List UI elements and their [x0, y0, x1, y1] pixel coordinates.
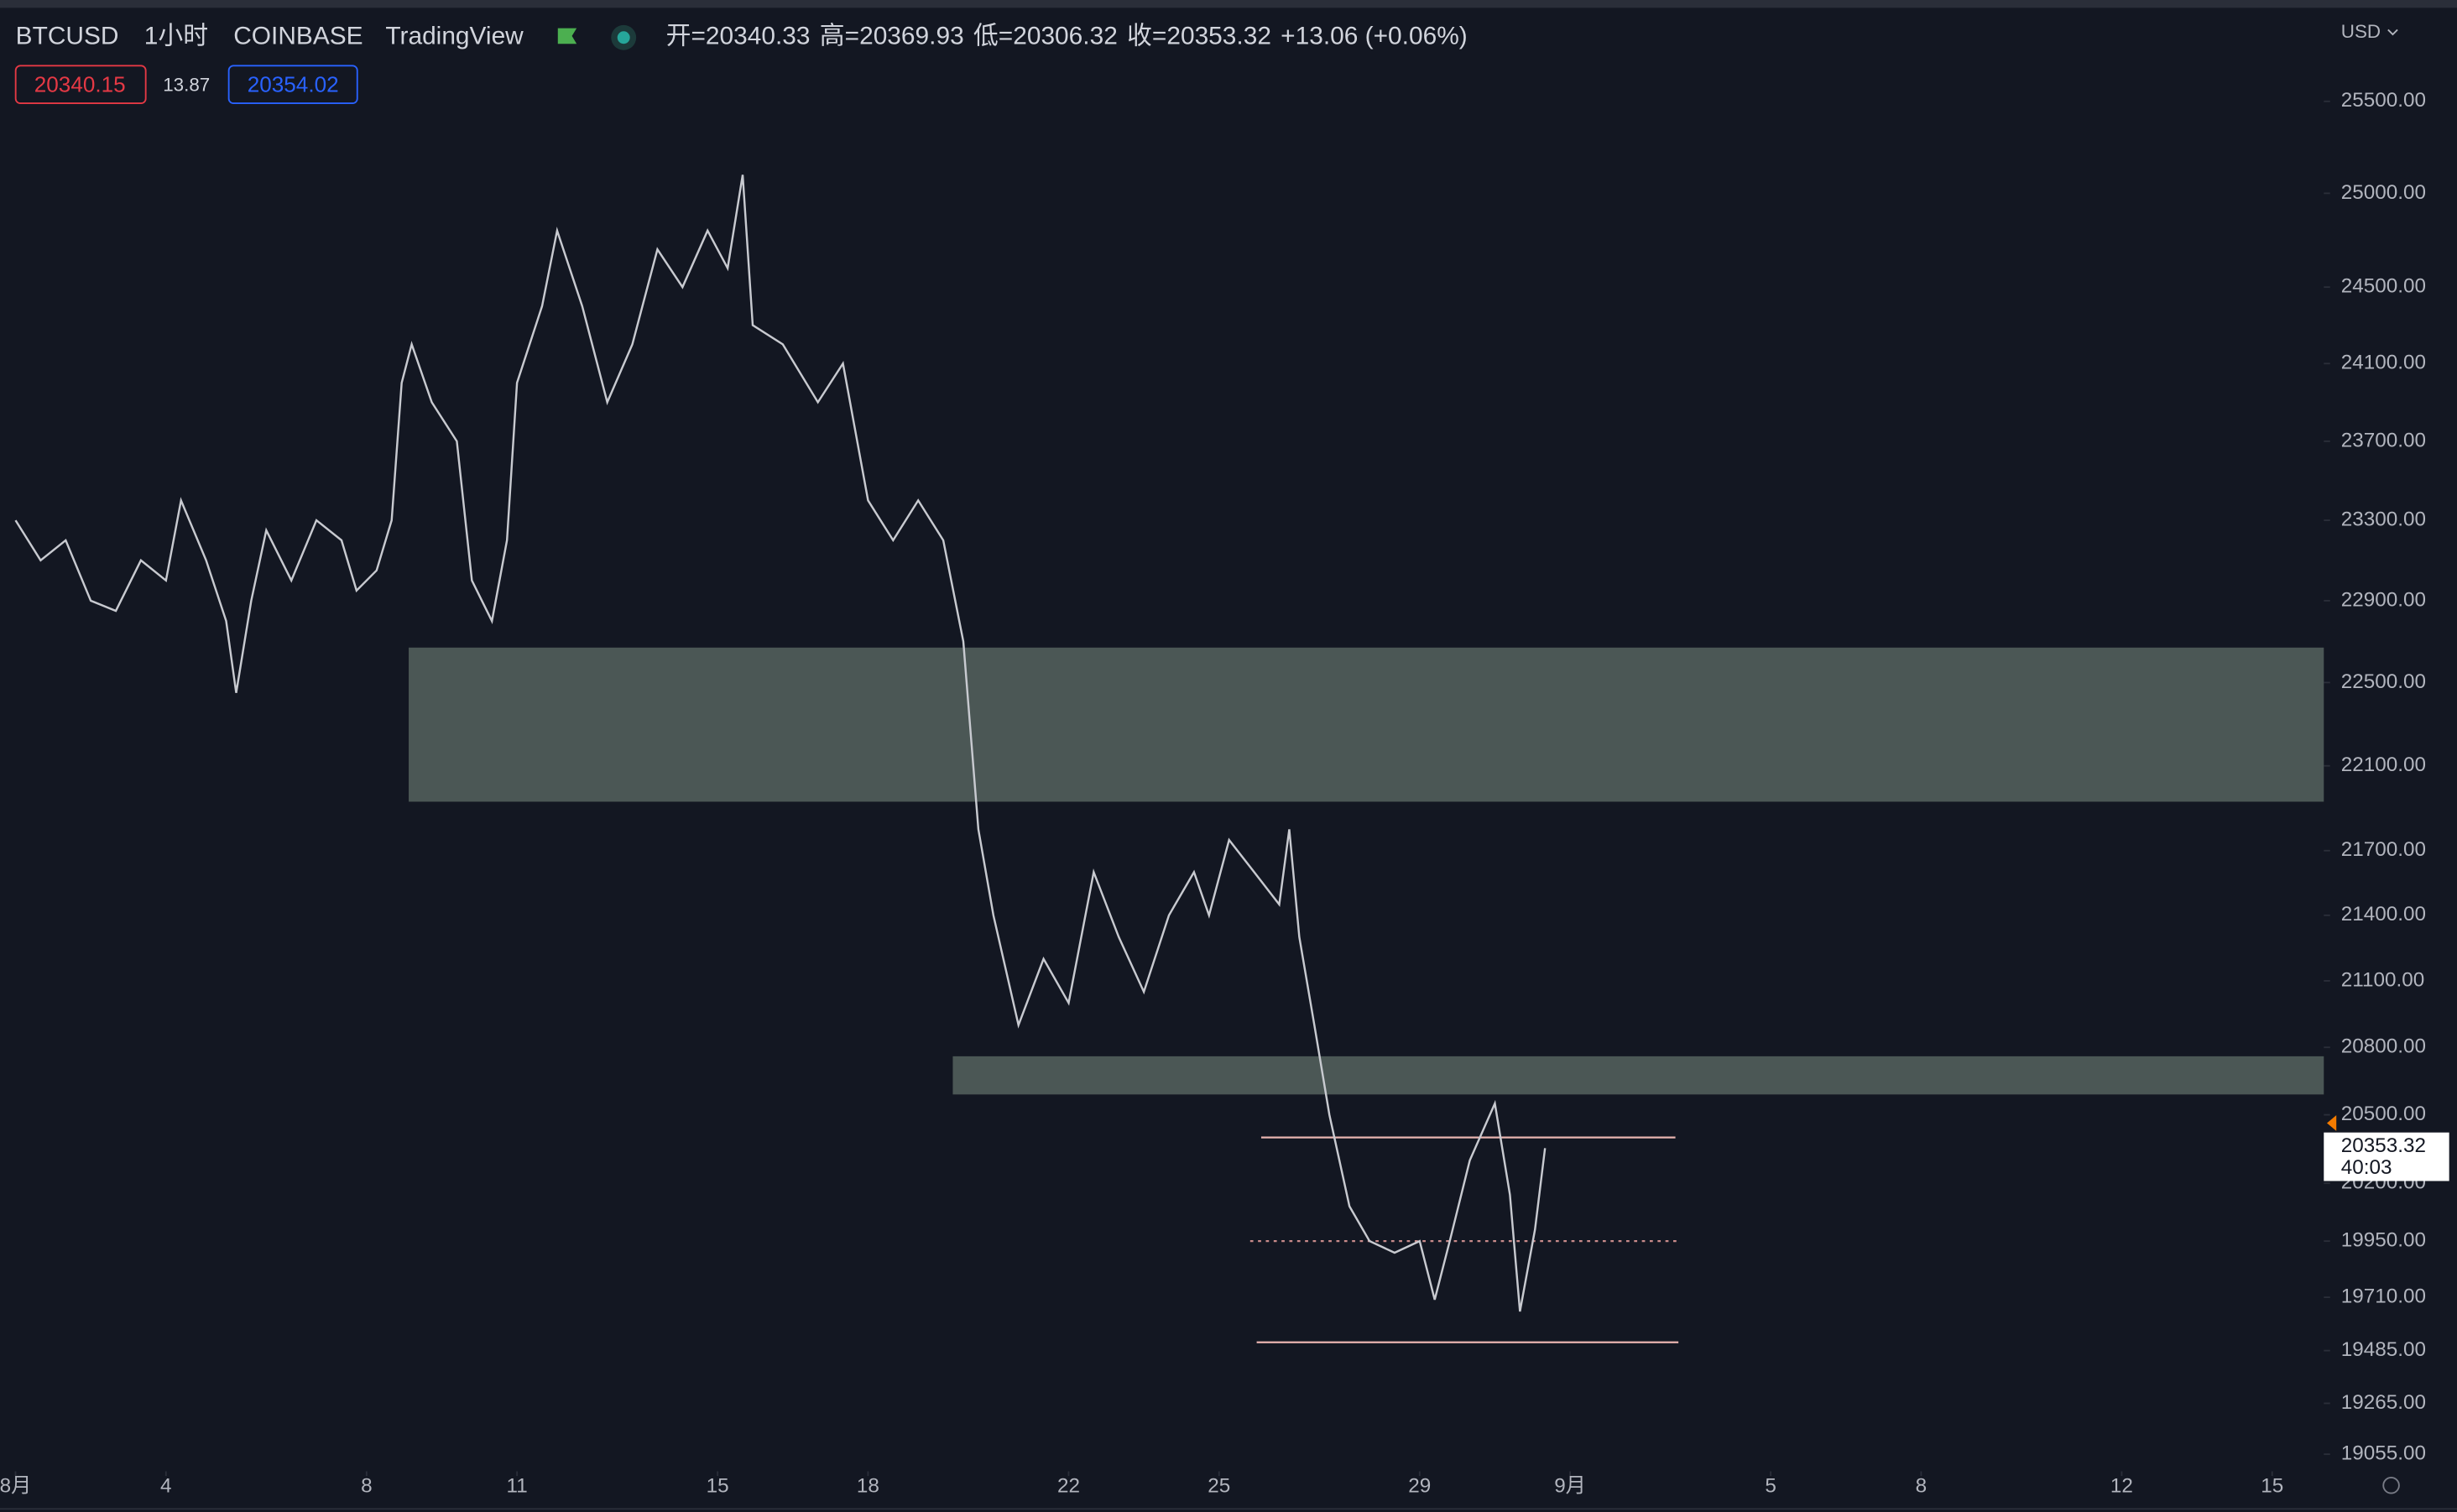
- y-tick-label: 20800.00: [2341, 1035, 2426, 1058]
- last-price-tag: [2324, 1132, 2449, 1181]
- y-tick-label: 20500.00: [2341, 1103, 2426, 1125]
- x-tick-label: 15: [2261, 1475, 2283, 1498]
- ohlc-value: 20306.32: [1013, 23, 1118, 50]
- y-tick-label: 22100.00: [2341, 753, 2426, 776]
- y-tick-label: 19265.00: [2341, 1391, 2426, 1414]
- x-tick-label: 9月: [1554, 1475, 1586, 1498]
- x-tick-label: 15: [707, 1475, 729, 1498]
- settings-icon[interactable]: [2382, 1477, 2400, 1494]
- ohlc-label: 收=: [1127, 23, 1166, 50]
- symbol: BTCUSD: [16, 23, 119, 50]
- status-dot: [617, 31, 630, 44]
- x-tick-label: 8: [1916, 1475, 1928, 1498]
- currency[interactable]: USD: [2341, 21, 2381, 42]
- y-tick-label: 21100.00: [2341, 968, 2424, 991]
- price-line: [14, 175, 1547, 1312]
- bid: 20340.15: [34, 72, 126, 97]
- y-tick-label: 25000.00: [2341, 181, 2426, 204]
- last-price-arrow: [2327, 1115, 2337, 1131]
- ask: 20354.02: [248, 72, 339, 97]
- exchange: COINBASE: [233, 23, 363, 50]
- x-tick-label: 4: [160, 1475, 172, 1498]
- y-tick-label: 19710.00: [2341, 1285, 2426, 1308]
- y-tick-label: 22500.00: [2341, 670, 2426, 693]
- x-tick-label: 8月: [0, 1475, 31, 1498]
- x-tick-label: 8: [361, 1475, 373, 1498]
- change: +13.06 (+0.06%): [1281, 23, 1468, 50]
- interval: 1小时: [144, 23, 208, 50]
- zone: [952, 1056, 2324, 1095]
- ohlc-label: 高=: [820, 23, 859, 50]
- y-tick-label: 19485.00: [2341, 1338, 2426, 1361]
- top-border: [0, 0, 2457, 8]
- last-price: 20353.32: [2341, 1134, 2426, 1157]
- x-tick-label: 29: [1408, 1475, 1431, 1498]
- x-tick-label: 25: [1208, 1475, 1230, 1498]
- y-tick-label: 23300.00: [2341, 508, 2426, 531]
- ohlc-value: 20353.32: [1166, 23, 1271, 50]
- y-tick-label: 23700.00: [2341, 429, 2426, 451]
- ask-box: [227, 65, 358, 105]
- x-tick-label: 22: [1057, 1475, 1080, 1498]
- y-tick-label: 19950.00: [2341, 1229, 2426, 1252]
- ohlc-label: 开=: [666, 23, 706, 50]
- x-tick-label: 11: [507, 1475, 528, 1498]
- ohlc-label: 低=: [973, 23, 1013, 50]
- ohlc-value: 20369.93: [859, 23, 964, 50]
- ohlc: 开= 20340.33 高= 20369.93 低= 20306.32 收= 20353.32…: [666, 23, 1468, 50]
- zone: [409, 647, 2324, 802]
- y-tick-label: 21700.00: [2341, 838, 2426, 861]
- plot: 25500.00 25000.00 24500.00 24100.00 23700.00…: [0, 89, 2449, 1498]
- currency-caret[interactable]: [2387, 29, 2398, 36]
- y-tick-label: 21400.00: [2341, 903, 2426, 925]
- y-tick-label: 19055.00: [2341, 1442, 2426, 1465]
- flag-icon: [557, 28, 577, 44]
- ohlc-value: 20340.33: [706, 23, 811, 50]
- y-tick-label: 25500.00: [2341, 89, 2426, 112]
- y-tick-label: 24100.00: [2341, 352, 2426, 374]
- countdown: 40:03: [2341, 1156, 2392, 1179]
- y-tick-label: 22900.00: [2341, 588, 2426, 611]
- bid-box: [14, 65, 147, 105]
- x-tick-label: 5: [1765, 1475, 1776, 1498]
- x-tick-label: 18: [857, 1475, 879, 1498]
- header: BTCUSD 1小时 COINBASE TradingView 开= 20340.…: [14, 21, 2400, 1494]
- y-tick-label: 24500.00: [2341, 275, 2426, 298]
- source: TradingView: [385, 23, 524, 50]
- x-tick-label: 12: [2110, 1475, 2133, 1498]
- spread: 13.87: [163, 75, 210, 96]
